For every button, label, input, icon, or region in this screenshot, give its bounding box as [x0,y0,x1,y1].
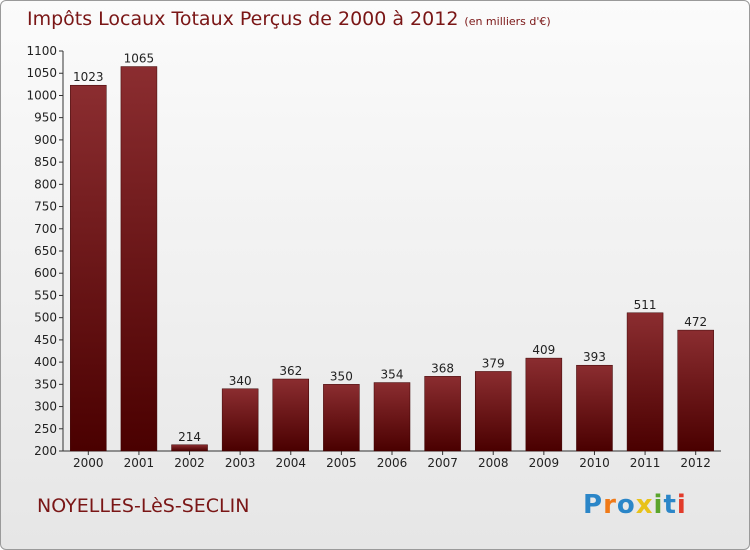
value-label-2003: 340 [229,374,252,388]
y-tick-label: 250 [34,422,57,436]
y-tick-label: 650 [34,244,57,258]
bar-2003 [221,388,259,452]
value-label-2012: 472 [684,315,707,329]
logo-letter: x [635,490,654,520]
bars [70,66,714,452]
x-tick-label: 2009 [529,456,560,470]
x-tick-label: 2004 [275,456,306,470]
bar-2011 [626,312,664,452]
y-tick-label: 700 [34,222,57,236]
y-tick-label: 1000 [26,88,57,102]
logo-letter: o [616,490,636,520]
bar-2001 [120,66,158,452]
y-tick-label: 400 [34,355,57,369]
y-tick-label: 600 [34,266,57,280]
x-tick-label: 2001 [124,456,155,470]
data-labels: 1023 1065 214 340 362 350 354 368 379 409 393 511 47… [73,52,707,444]
y-tick-label: 1100 [26,44,57,58]
value-label-2007: 368 [431,361,454,375]
city-name: NOYELLES-LèS-SECLIN [37,495,250,517]
y-tick-label: 200 [34,444,57,458]
y-tick-label: 550 [34,288,57,302]
bar-2007 [424,376,461,452]
chart-title: Impôts Locaux Totaux Perçus de 2000 à 20… [27,8,551,30]
value-label-2011: 511 [634,298,657,312]
bar-2012 [677,329,714,452]
bar-2009 [525,357,563,452]
y-tick-label: 450 [34,333,57,347]
x-tick-label: 2007 [427,456,458,470]
title-text: Impôts Locaux Totaux Perçus de 2000 à 20… [27,8,459,30]
value-label-2004: 362 [279,364,302,378]
value-label-2010: 393 [583,350,606,364]
y-tick-label: 1050 [26,66,57,80]
y-tick-label: 350 [34,377,57,391]
logo-letter: i [653,490,664,520]
bar-2008 [474,371,512,452]
x-tick-label: 2008 [478,456,509,470]
bar-2005 [323,384,360,452]
x-tick-label: 2000 [73,456,104,470]
y-tick-label: 900 [34,133,57,147]
bar-2000 [70,84,107,452]
value-label-2000: 1023 [73,70,104,84]
x-tick-label: 2006 [377,456,408,470]
logo-letter: P [583,490,604,520]
logo-letter: i [676,490,687,520]
x-tick-label: 2012 [680,456,711,470]
logo-letter: t [663,490,677,520]
bar-2002 [171,444,208,452]
y-tick-label: 300 [34,400,57,414]
x-tick-label: 2005 [326,456,357,470]
x-tick-label: 2011 [630,456,661,470]
chart-subtitle: (en milliers d'€) [464,15,551,28]
y-tick-label: 850 [34,155,57,169]
value-label-2005: 350 [330,369,353,383]
y-tick-label: 950 [34,111,57,125]
bar-2006 [373,382,411,452]
x-tick-label: 2002 [174,456,205,470]
x-tick-label: 2003 [225,456,256,470]
y-tick-label: 750 [34,200,57,214]
y-tick-label: 500 [34,311,57,325]
bar-2004 [272,378,310,452]
value-label-2002: 214 [178,430,201,444]
y-tick-label: 800 [34,177,57,191]
bar-2010 [576,364,613,452]
x-tick-label: 2010 [579,456,610,470]
value-label-2006: 354 [381,368,404,382]
value-label-2008: 379 [482,356,505,370]
logo-letter: r [603,490,617,520]
value-label-2009: 409 [532,343,555,357]
value-label-2001: 1065 [124,52,155,66]
proxiti-logo[interactable]: Proxiti [583,490,687,520]
